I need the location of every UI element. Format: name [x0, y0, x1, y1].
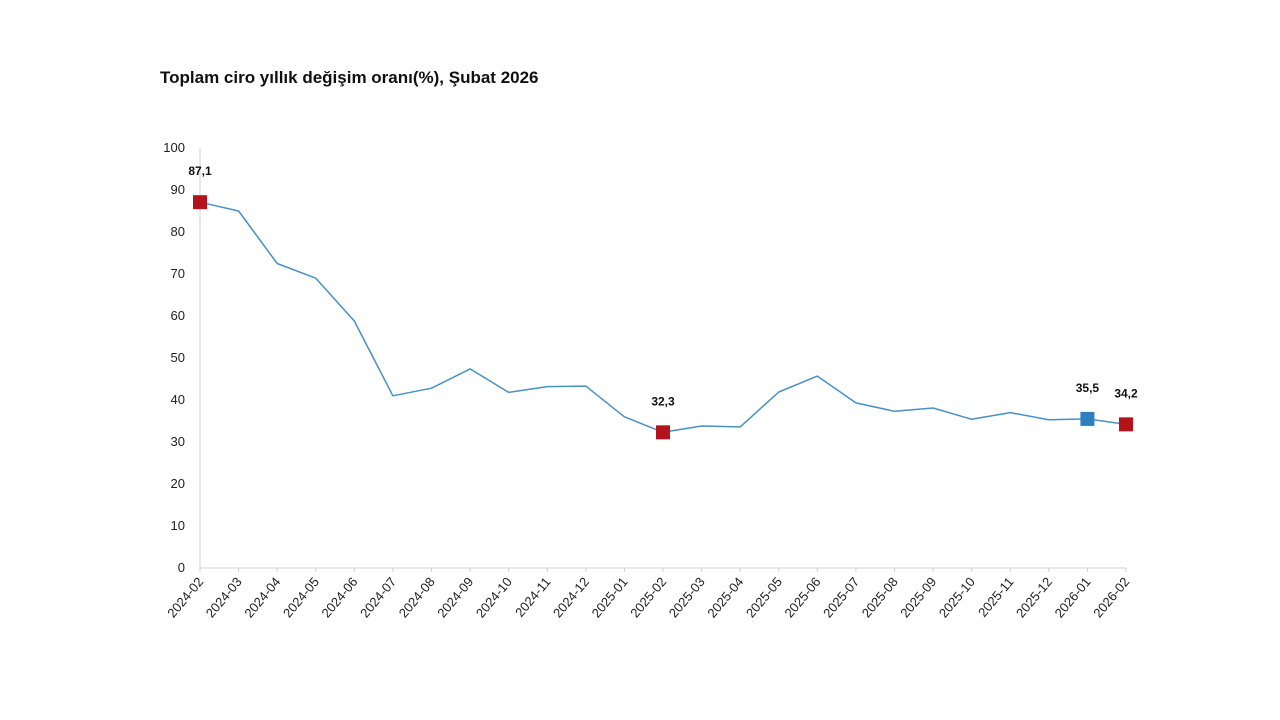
- x-tick-label: 2024-03: [203, 574, 245, 620]
- y-axis-ticks: 0 10 20 30 40 50 60 70 80 90 100: [163, 140, 185, 575]
- x-tick-label: 2024-06: [318, 574, 360, 620]
- x-tick-label: 2024-11: [512, 574, 554, 619]
- x-tick-label: 2025-04: [704, 574, 746, 620]
- x-tick-label: 2024-07: [357, 574, 399, 620]
- axes: [199, 148, 1126, 569]
- x-tick-label: 2024-12: [550, 574, 592, 620]
- data-markers: [193, 195, 1133, 440]
- y-tick-label: 50: [171, 350, 185, 365]
- y-tick-label: 10: [171, 518, 185, 533]
- x-tick-label: 2025-01: [589, 574, 631, 620]
- x-tick-label: 2025-02: [627, 574, 669, 620]
- data-marker: [656, 425, 670, 440]
- x-tick-label: 2025-06: [781, 574, 823, 620]
- data-marker: [1080, 411, 1095, 426]
- data-labels: 87,1 32,3 35,5 34,2: [188, 164, 1138, 408]
- x-tick-label: 2025-05: [743, 574, 785, 620]
- data-label: 87,1: [188, 164, 212, 178]
- data-marker: [1119, 417, 1133, 432]
- x-tick-label: 2025-08: [859, 574, 901, 620]
- x-tick-label: 2025-07: [820, 574, 862, 620]
- x-tick-label: 2024-02: [164, 574, 206, 620]
- x-tick-label: 2024-09: [434, 574, 476, 620]
- x-axis-ticks: 2024-022024-032024-042024-052024-062024-…: [164, 568, 1132, 620]
- x-tick-label: 2026-01: [1052, 574, 1094, 620]
- x-tick-label: 2024-10: [473, 574, 515, 620]
- x-tick-label: 2024-08: [396, 574, 438, 620]
- y-tick-label: 80: [171, 224, 185, 239]
- y-tick-label: 0: [178, 560, 185, 575]
- x-tick-label: 2024-05: [280, 574, 322, 620]
- data-marker: [193, 195, 207, 210]
- data-label: 34,2: [1114, 386, 1138, 400]
- y-tick-label: 20: [171, 476, 185, 491]
- x-tick-label: 2026-02: [1090, 574, 1132, 620]
- y-tick-label: 60: [171, 308, 185, 323]
- data-label: 32,3: [651, 394, 675, 408]
- x-tick-label: 2025-10: [936, 574, 978, 620]
- y-tick-label: 30: [171, 434, 185, 449]
- y-tick-label: 90: [171, 182, 185, 197]
- y-tick-label: 100: [163, 140, 185, 155]
- x-tick-label: 2025-09: [897, 574, 939, 620]
- y-tick-label: 70: [171, 266, 185, 281]
- x-tick-label: 2025-03: [666, 574, 708, 620]
- chart-title: Toplam ciro yıllık değişim oranı(%), Şub…: [160, 68, 539, 87]
- x-tick-label: 2024-04: [241, 574, 283, 620]
- x-tick-label: 2025-11: [975, 574, 1017, 619]
- x-tick-label: 2025-12: [1013, 574, 1055, 620]
- y-tick-label: 40: [171, 392, 185, 407]
- data-label: 35,5: [1076, 381, 1100, 395]
